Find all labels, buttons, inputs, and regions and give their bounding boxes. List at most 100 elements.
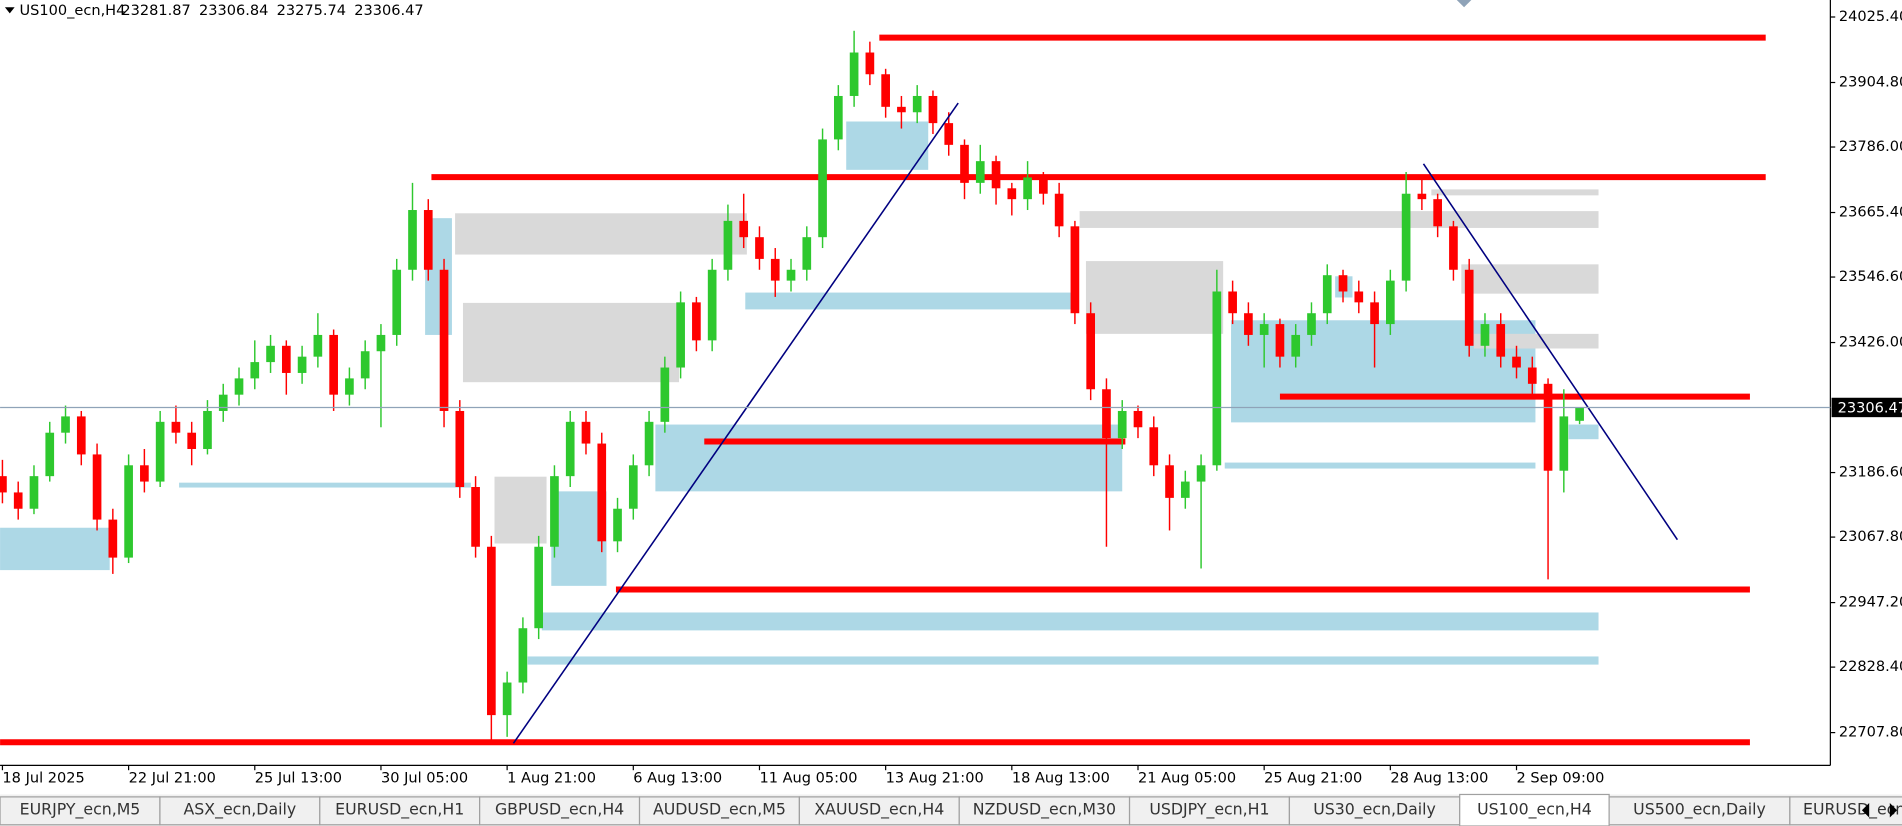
candle-body xyxy=(565,421,575,477)
y-tick-label: 22947.20 xyxy=(1839,594,1902,611)
candle-body xyxy=(897,106,906,113)
zone xyxy=(0,527,110,571)
candle-body xyxy=(707,269,717,341)
y-tick-label: 23067.80 xyxy=(1839,528,1902,545)
tab[interactable] xyxy=(1608,796,1791,826)
header-value: 23275.74 xyxy=(277,2,346,19)
candle-body xyxy=(1244,313,1253,335)
tab[interactable] xyxy=(0,796,161,826)
header-value: 23306.84 xyxy=(199,2,268,19)
tab-label[interactable]: USDJPY_ecn,H1 xyxy=(1149,800,1269,820)
zone xyxy=(1473,333,1599,349)
candle-body xyxy=(155,421,165,482)
tab[interactable] xyxy=(159,796,321,826)
candle-body xyxy=(392,269,402,335)
candle-body xyxy=(1212,291,1222,466)
candle-body xyxy=(1433,199,1442,227)
candle-body xyxy=(203,410,212,449)
tab[interactable] xyxy=(1128,796,1291,826)
tab-label[interactable]: US30_ecn,Daily xyxy=(1313,800,1436,820)
candle-body xyxy=(13,492,23,509)
tab-label[interactable]: EURUSD_ecn xyxy=(1803,800,1902,820)
candle-body xyxy=(1259,324,1269,335)
candle-body xyxy=(218,394,228,411)
tab-label[interactable]: AUDUSD_ecn,M5 xyxy=(653,800,786,820)
candle-body xyxy=(1307,313,1316,335)
candle-body xyxy=(581,421,591,444)
tab-label[interactable]: XAUUSD_ecn,H4 xyxy=(814,800,944,820)
x-tick-label: 18 Aug 13:00 xyxy=(1012,770,1110,787)
candle-body xyxy=(313,334,323,357)
trendline xyxy=(512,102,959,744)
tab[interactable] xyxy=(1789,796,1902,826)
candle-body xyxy=(345,378,354,395)
candle-body xyxy=(1338,275,1348,292)
tab-label[interactable]: ASX_ecn,Daily xyxy=(184,800,297,820)
x-tick-label: 21 Aug 05:00 xyxy=(1138,770,1236,787)
tab[interactable] xyxy=(479,796,641,826)
tab-label[interactable]: EURUSD_ecn,H1 xyxy=(335,800,464,820)
candle-body xyxy=(770,258,780,281)
candle-body xyxy=(818,139,827,238)
candle-body xyxy=(423,210,433,270)
tab[interactable] xyxy=(958,796,1131,826)
candle-body xyxy=(108,519,118,558)
candle-body xyxy=(1117,410,1127,439)
y-tick-label: 23426.00 xyxy=(1839,334,1902,351)
tab-label[interactable]: US500_ecn,Daily xyxy=(1633,800,1766,820)
candle-body xyxy=(1102,389,1111,439)
candle-body xyxy=(439,269,449,411)
x-tick-label: 28 Aug 13:00 xyxy=(1390,770,1488,787)
candle-body xyxy=(786,269,796,281)
y-tick-label: 23904.80 xyxy=(1839,73,1902,90)
tab[interactable] xyxy=(1459,793,1610,826)
candle-body xyxy=(124,465,133,558)
header-value: 23281.87 xyxy=(121,2,190,19)
tab[interactable] xyxy=(319,796,481,826)
tab-label[interactable]: US100_ecn,H4 xyxy=(1477,800,1592,820)
candle-body xyxy=(739,220,749,238)
zone xyxy=(527,656,1599,665)
x-tick-label: 13 Aug 21:00 xyxy=(886,770,984,787)
candle-body xyxy=(1165,465,1174,498)
x-tick-label: 2 Sep 09:00 xyxy=(1517,770,1605,787)
candle-body xyxy=(833,95,843,140)
candle-body xyxy=(613,508,622,542)
candle-body xyxy=(550,476,559,547)
candle-body xyxy=(928,95,938,124)
candle-body xyxy=(1039,177,1048,194)
candle-body xyxy=(1417,193,1427,200)
zone xyxy=(551,491,607,586)
tab[interactable] xyxy=(798,796,960,826)
tab-label[interactable]: GBPUSD_ecn,H4 xyxy=(495,800,624,820)
zone xyxy=(179,482,471,488)
tab-scroll-left[interactable] xyxy=(1861,802,1870,818)
price-tag-label: 23306.47 xyxy=(1838,400,1902,417)
candle-body xyxy=(1386,280,1395,325)
candle-body xyxy=(1180,481,1190,498)
tab-label[interactable]: EURJPY_ecn,M5 xyxy=(20,800,141,820)
candle-body xyxy=(1054,193,1064,227)
y-tick-label: 23786.00 xyxy=(1839,138,1902,155)
candle-body xyxy=(408,210,417,270)
candle-body xyxy=(1086,313,1096,390)
menu-arrow[interactable] xyxy=(4,7,15,14)
zone xyxy=(1085,261,1224,334)
candle-body xyxy=(1559,416,1569,471)
x-tick-label: 18 Jul 2025 xyxy=(2,770,84,787)
candle-body xyxy=(597,443,607,542)
y-tick-label: 23186.60 xyxy=(1839,464,1902,481)
tab-label[interactable]: NZDUSD_ecn,M30 xyxy=(973,800,1116,820)
candle-body xyxy=(1512,356,1521,368)
tab-scroll-right[interactable] xyxy=(1889,802,1898,818)
candle-body xyxy=(912,95,922,113)
candle-body xyxy=(502,682,512,716)
candle-body xyxy=(660,367,670,422)
x-tick-label: 11 Aug 05:00 xyxy=(759,770,857,787)
candle-body xyxy=(975,161,985,183)
zone xyxy=(745,292,1077,310)
zone xyxy=(655,424,1123,492)
candle-body xyxy=(1464,269,1474,346)
zone xyxy=(462,302,680,383)
candle-body xyxy=(518,628,528,683)
